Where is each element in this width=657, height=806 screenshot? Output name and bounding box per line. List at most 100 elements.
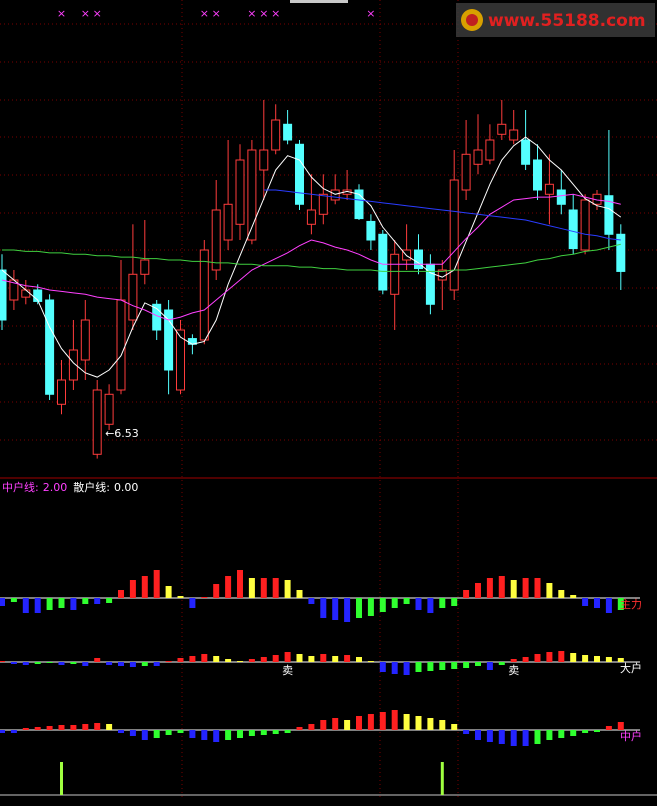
indicator-bar (427, 662, 434, 671)
indicator-bar (10, 662, 17, 664)
candle-body (604, 195, 614, 235)
indicator-bar (129, 730, 136, 736)
candle-body (449, 179, 459, 291)
candle-body (354, 189, 364, 220)
indicator-bar (403, 714, 410, 730)
candle-body (211, 209, 221, 271)
indicator-bar (605, 726, 612, 730)
indicator-bar (522, 578, 529, 598)
indicator-bar (213, 584, 220, 598)
sell-signal: 卖 (508, 664, 519, 677)
indicator-bar (201, 730, 208, 740)
indicator-bar (558, 590, 565, 598)
candle-body (176, 329, 185, 391)
indicator-bar (106, 598, 113, 603)
indicator-bar (22, 662, 29, 665)
candle-body (509, 129, 519, 141)
indicator-bar (427, 718, 434, 730)
indicator-bar (403, 598, 410, 604)
indicator-bar (332, 598, 339, 620)
candle-body (497, 123, 507, 135)
sell-signal: 卖 (282, 664, 293, 677)
indicator-bar (344, 720, 351, 730)
indicator-bar (46, 726, 53, 730)
indicator-bar (177, 596, 184, 598)
indicator-bar (463, 730, 470, 734)
candle-body (556, 189, 566, 205)
indicator-bar (308, 598, 315, 604)
candle-body (33, 289, 43, 302)
indicator-bar (248, 730, 255, 736)
indicator-bar (34, 727, 41, 730)
candle-body (199, 249, 209, 341)
candle-body (92, 389, 102, 455)
candle-body (116, 299, 126, 391)
candle-body (283, 123, 293, 141)
indicator-bar (617, 598, 624, 610)
indicator-bar (0, 598, 5, 606)
indicator-bar (10, 730, 17, 733)
indicator-bar (486, 662, 493, 670)
indicator-bar (308, 724, 315, 730)
indicator-bar (153, 730, 160, 738)
indicator-bar (213, 730, 220, 742)
indicator-bar (332, 718, 339, 730)
indicator-bar (415, 598, 422, 610)
indicator-bar (70, 598, 77, 610)
indicator-bar (284, 730, 291, 733)
legend-label: 中户线: (2, 480, 39, 494)
indicator-bar (165, 586, 172, 598)
indicator-bar (213, 656, 220, 662)
indicator-bar (486, 578, 493, 598)
indicator-bar (439, 598, 446, 608)
indicator-bar (165, 730, 172, 735)
indicator-bar (475, 662, 481, 666)
candle-body (414, 249, 423, 270)
indicator-bar (237, 661, 243, 662)
indicator-bar (248, 578, 255, 598)
indicator-bar (367, 661, 374, 662)
indicator-bar (320, 598, 327, 618)
indicator-bar (106, 662, 113, 665)
indicator-bar (141, 662, 148, 666)
indicator-bar (201, 654, 208, 662)
indicator-bar (10, 598, 17, 602)
indicator-bar (296, 590, 303, 598)
candle-body (57, 379, 66, 405)
indicator-bar (367, 714, 374, 730)
indicator-bar (320, 720, 327, 730)
candle-body (21, 289, 31, 298)
indicator-bar (582, 730, 589, 733)
candle-body (68, 349, 78, 381)
indicator-bar (153, 570, 160, 598)
indicator-bar (248, 659, 255, 662)
candle-body (318, 193, 328, 215)
signal-marker: × (247, 7, 256, 20)
indicator-bar (534, 654, 541, 662)
indicator-bar (177, 658, 184, 662)
legend-value: 2.00 (43, 481, 68, 494)
indicator-bar (391, 598, 398, 608)
indicator-bar (534, 730, 541, 744)
indicator-bar (82, 598, 89, 604)
indicator-bar (582, 598, 589, 606)
ma-line (2, 243, 621, 272)
indicator-bar (594, 730, 600, 732)
indicator-bar (463, 662, 470, 668)
indicator-bar (510, 730, 517, 746)
indicator-bar (46, 598, 53, 610)
scroll-indicator (290, 0, 348, 3)
ma-line (263, 189, 621, 241)
indicator-bar (189, 598, 196, 608)
indicator-bar (344, 598, 351, 622)
watermark-logo (466, 14, 478, 26)
indicator-bar (617, 722, 624, 730)
candle-body (580, 199, 590, 251)
indicator-bar (475, 583, 481, 598)
signal-marker: × (93, 7, 102, 20)
candle-body (45, 299, 55, 395)
indicator-bar (225, 576, 232, 598)
indicator-bar (391, 662, 398, 674)
candle-body (235, 159, 245, 225)
